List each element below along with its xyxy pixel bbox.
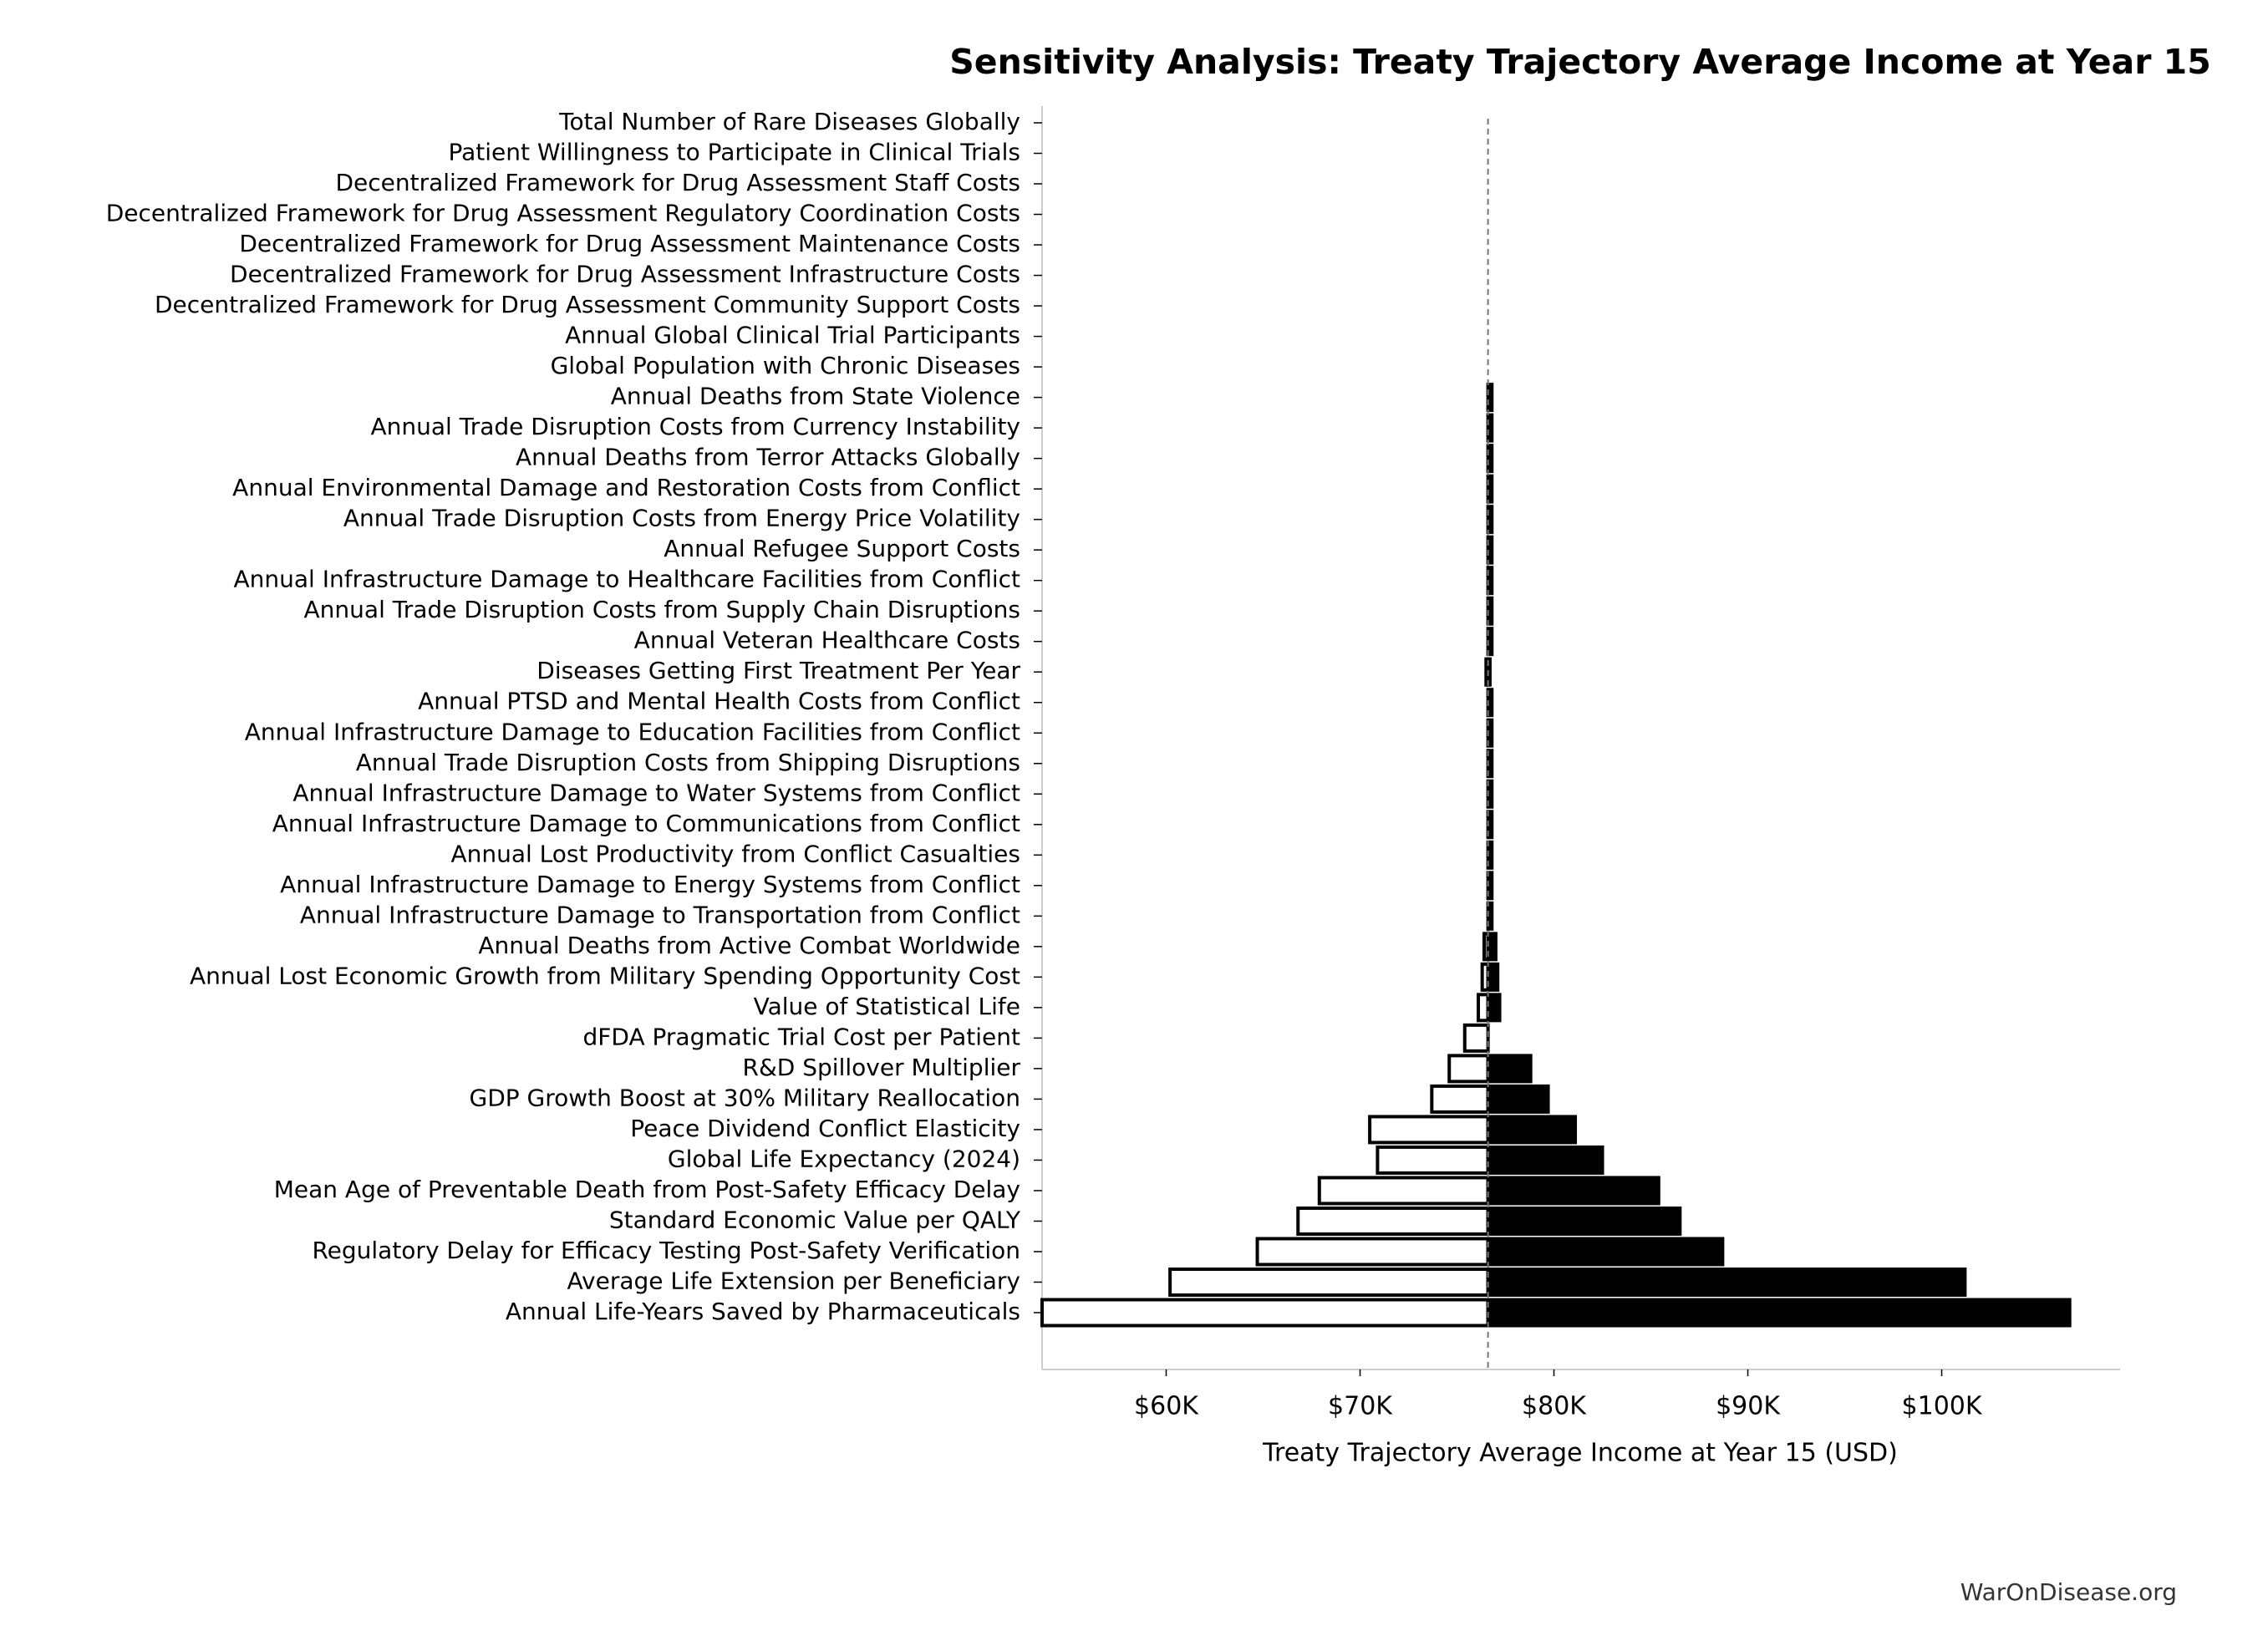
y-tick-label: Decentralized Framework for Drug Assessm… <box>106 200 1020 227</box>
y-tick-label: Decentralized Framework for Drug Assessm… <box>155 291 1020 318</box>
bar <box>1486 1267 1967 1297</box>
y-tick-label: Annual Deaths from Terror Attacks Global… <box>516 444 1020 471</box>
y-tick-label: Annual Trade Disruption Costs from Curre… <box>370 413 1020 440</box>
y-tick-label: Annual Infrastructure Damage to Educatio… <box>245 718 1020 745</box>
bar <box>1317 1176 1490 1206</box>
bar <box>1430 1084 1490 1114</box>
y-tick-label: Total Number of Rare Diseases Globally <box>558 108 1020 135</box>
x-tick-label: $100K <box>1902 1392 1983 1421</box>
y-tick-label: Annual Infrastructure Damage to Energy S… <box>280 871 1020 898</box>
y-tick-label: Average Life Extension per Beneficiary <box>567 1267 1020 1294</box>
x-axis-label: Treaty Trajectory Average Income at Year… <box>1262 1439 1898 1468</box>
y-tick-label: Annual Deaths from State Violence <box>611 383 1020 410</box>
y-tick-label: Decentralized Framework for Drug Assessm… <box>230 261 1020 288</box>
bar <box>1462 1023 1490 1053</box>
bar <box>1368 1115 1490 1145</box>
bar <box>1486 1054 1533 1084</box>
bar <box>1486 1206 1682 1236</box>
bar <box>1486 505 1494 535</box>
bar <box>1296 1206 1490 1236</box>
y-tick-label: Annual Lost Economic Growth from Militar… <box>190 962 1020 989</box>
y-tick-label: Annual Deaths from Active Combat Worldwi… <box>478 932 1020 959</box>
y-tick-label: Global Life Expectancy (2024) <box>668 1145 1020 1172</box>
y-tick-label: Annual Infrastructure Damage to Transpor… <box>300 901 1020 928</box>
footer: WarOnDisease.org <box>1960 1578 2177 1606</box>
bar <box>1486 993 1502 1023</box>
bar <box>1486 383 1494 413</box>
bar <box>1486 474 1494 504</box>
y-tick-label: Value of Statistical Life <box>754 993 1020 1020</box>
y-tick-label: Annual Refugee Support Costs <box>664 535 1020 562</box>
bar <box>1486 1145 1604 1175</box>
y-tick-label: GDP Growth Boost at 30% Military Realloc… <box>470 1084 1020 1111</box>
y-tick-label: Annual Life-Years Saved by Pharmaceutica… <box>506 1298 1020 1325</box>
y-tick-label: Annual Global Clinical Trial Participant… <box>565 322 1020 349</box>
y-tick-label: Annual Lost Productivity from Conflict C… <box>450 840 1020 867</box>
y-tick-label: Peace Dividend Conflict Elasticity <box>630 1115 1020 1142</box>
y-tick-label: Standard Economic Value per QALY <box>609 1206 1021 1233</box>
y-tick-label: R&D Spillover Multiplier <box>743 1054 1021 1081</box>
y-tick-label: Annual Infrastructure Damage to Healthca… <box>234 566 1021 593</box>
y-tick-label: Regulatory Delay for Efficacy Testing Po… <box>312 1237 1020 1264</box>
bar <box>1255 1237 1490 1267</box>
y-tick-label: Diseases Getting First Treatment Per Yea… <box>536 657 1020 684</box>
y-tick-label: Annual Infrastructure Damage to Communic… <box>272 810 1020 837</box>
bar <box>1040 1298 1490 1328</box>
bar <box>1486 932 1498 962</box>
y-tick-label: Annual Infrastructure Damage to Water Sy… <box>292 779 1020 806</box>
y-tick-label: Annual Environmental Damage and Restorat… <box>232 474 1020 501</box>
y-tick-label: Patient Willingness to Participate in Cl… <box>448 139 1020 166</box>
chart-title: Sensitivity Analysis: Treaty Trajectory … <box>949 42 2211 82</box>
y-tick-label: Decentralized Framework for Drug Assessm… <box>335 169 1020 196</box>
bar <box>1486 413 1494 443</box>
bar <box>1486 962 1500 992</box>
y-tick-label: Annual PTSD and Mental Health Costs from… <box>418 688 1020 715</box>
y-tick-label: Annual Trade Disruption Costs from Energ… <box>343 505 1020 532</box>
x-tick-label: $90K <box>1716 1392 1781 1421</box>
x-tick-label: $60K <box>1134 1392 1199 1421</box>
bar <box>1486 1237 1725 1267</box>
bar <box>1486 444 1494 474</box>
y-tick-label: Mean Age of Preventable Death from Post-… <box>274 1176 1020 1203</box>
x-tick-label: $80K <box>1522 1392 1587 1421</box>
bar <box>1376 1145 1490 1175</box>
bar <box>1486 1115 1578 1145</box>
bar <box>1168 1267 1490 1297</box>
y-tick-label: Annual Trade Disruption Costs from Shipp… <box>356 749 1020 776</box>
y-tick-label: Decentralized Framework for Drug Assessm… <box>239 230 1020 257</box>
bar <box>1486 1084 1550 1114</box>
y-tick-label: Global Population with Chronic Diseases <box>551 352 1020 379</box>
y-tick-label: Annual Trade Disruption Costs from Suppl… <box>304 596 1020 623</box>
bar <box>1486 1176 1660 1206</box>
bar <box>1486 1298 2072 1328</box>
y-tick-label: dFDA Pragmatic Trial Cost per Patient <box>583 1023 1021 1050</box>
y-tick-label: Annual Veteran Healthcare Costs <box>634 627 1020 654</box>
x-tick-label: $70K <box>1328 1392 1393 1421</box>
bar <box>1447 1054 1490 1084</box>
